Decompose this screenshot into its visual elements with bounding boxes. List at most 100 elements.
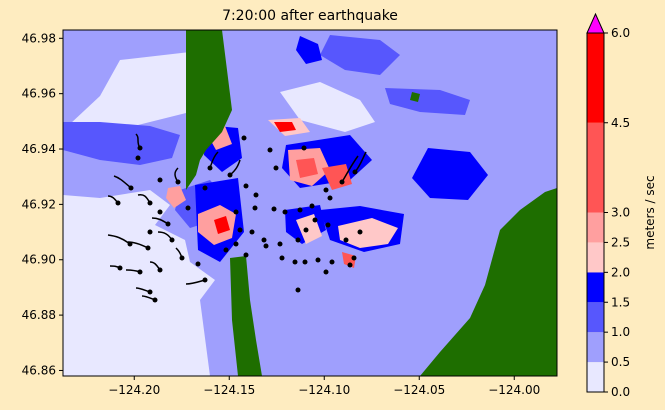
drifter-trail — [157, 231, 173, 241]
drifter-marker — [343, 237, 349, 243]
drifter-marker — [243, 183, 249, 189]
drifter-trail — [125, 269, 141, 273]
plot-frame — [62, 29, 558, 377]
y-tick-label: 46.86 — [22, 363, 56, 377]
high-speed-region-north-channel — [296, 36, 322, 64]
colorbar-band — [587, 122, 604, 213]
land-islet — [410, 92, 420, 102]
colorbar-tick-label: 0.5 — [611, 355, 630, 369]
drifter-marker — [292, 259, 298, 265]
drifter-marker — [233, 241, 239, 247]
drifter-trail — [137, 194, 151, 204]
drifter-marker — [301, 145, 307, 151]
drifter-marker — [323, 269, 329, 275]
drifter-marker — [261, 237, 267, 243]
colorbar-tick-label: 6.0 — [611, 26, 630, 40]
drifter-marker — [263, 243, 269, 249]
drifter-marker — [323, 187, 329, 193]
drifter-marker — [147, 229, 153, 235]
drifter-marker — [315, 257, 321, 263]
drifter-marker — [327, 195, 333, 201]
drifter-trail — [135, 287, 151, 293]
drifter-trail — [107, 195, 119, 204]
colorbar-band — [587, 302, 604, 333]
drifter-trail — [354, 151, 367, 173]
velocity-field — [63, 30, 557, 376]
x-axis: −124.20 −124.15 −124.10 −124.05 −124.00 — [108, 376, 540, 397]
drifter-trail — [185, 279, 206, 285]
drifter-marker — [237, 227, 243, 233]
colorbar-tick-label: 0.0 — [611, 385, 630, 399]
drifter-marker — [157, 209, 163, 215]
peak-speed-patch-8 — [338, 218, 398, 248]
x-tick-label: −124.20 — [108, 383, 160, 397]
moderate-speed-region-northeast — [385, 88, 470, 115]
plot-area — [62, 29, 558, 377]
drifter-trail — [109, 265, 121, 269]
marker-layer — [107, 133, 367, 303]
drifter-trail — [229, 159, 241, 176]
drifter-trail — [151, 217, 169, 225]
colorbar-extend-arrow — [586, 12, 605, 34]
colorbar-band — [587, 332, 604, 363]
drifter-trail — [175, 247, 183, 259]
colorbar-tick-label: 1.0 — [611, 325, 630, 339]
land-east-coast — [420, 188, 557, 376]
drifter-marker — [273, 165, 279, 171]
drifter-marker — [252, 205, 258, 211]
drifter-trail — [113, 175, 132, 189]
peak-speed-patch-6 — [322, 164, 352, 190]
drifter-trail — [209, 151, 219, 169]
colorbar-label: meters / sec — [643, 175, 657, 249]
drifter-marker — [309, 203, 315, 209]
drifter-marker — [347, 262, 353, 268]
drifter-trail — [341, 155, 359, 183]
x-tick-label: −124.00 — [488, 383, 540, 397]
low-speed-region-southwest — [63, 190, 215, 376]
drifter-marker — [312, 217, 318, 223]
y-tick-label: 46.90 — [22, 253, 56, 267]
colorbar-tick-label: 2.0 — [611, 265, 630, 279]
drifter-marker — [223, 247, 229, 253]
peak-speed-patch-1 — [166, 186, 186, 208]
colorbar: 0.0 0.5 1.0 1.5 2.0 2.5 3.0 4.5 6.0 meters / sec — [586, 12, 657, 399]
drifter-marker — [325, 222, 331, 228]
colorbar-band — [587, 33, 604, 123]
drifter-marker — [329, 259, 335, 265]
drifter-marker — [135, 155, 141, 161]
y-tick-label: 46.98 — [22, 31, 56, 45]
colorbar-band — [587, 242, 604, 273]
colorbar-tick-label: 2.5 — [611, 235, 630, 249]
drifter-marker — [351, 255, 357, 261]
land-north-spit — [186, 30, 232, 190]
y-tick-label: 46.92 — [22, 197, 56, 211]
y-axis: 46.86 46.88 46.90 46.92 46.94 46.96 46.98 — [22, 31, 63, 377]
drifter-marker — [267, 147, 273, 153]
drifter-marker — [271, 206, 277, 212]
drifter-marker — [253, 192, 259, 198]
y-tick-label: 46.96 — [22, 87, 56, 101]
drifter-trail — [174, 167, 179, 183]
drifter-marker — [249, 229, 255, 235]
drifter-marker — [202, 185, 208, 191]
drifter-marker — [279, 255, 285, 261]
colorbar-tick-label: 1.5 — [611, 295, 630, 309]
colorbar-band — [587, 272, 604, 303]
x-tick-label: −124.10 — [298, 383, 350, 397]
drifter-marker — [241, 135, 247, 141]
drifter-marker — [297, 207, 303, 213]
drifter-marker — [157, 177, 163, 183]
drifter-trail — [149, 261, 161, 271]
y-tick-label: 46.94 — [22, 142, 56, 156]
low-speed-region-northwest — [70, 52, 190, 132]
moderate-speed-region-west — [63, 122, 180, 165]
drifter-marker — [303, 227, 309, 233]
colorbar-tick-label: 3.0 — [611, 206, 630, 220]
x-tick-label: −124.05 — [393, 383, 445, 397]
y-tick-label: 46.88 — [22, 308, 56, 322]
drifter-marker — [233, 209, 239, 215]
x-tick-label: −124.15 — [203, 383, 255, 397]
drifter-marker — [195, 261, 201, 267]
peak-speed-core-5 — [296, 158, 318, 178]
